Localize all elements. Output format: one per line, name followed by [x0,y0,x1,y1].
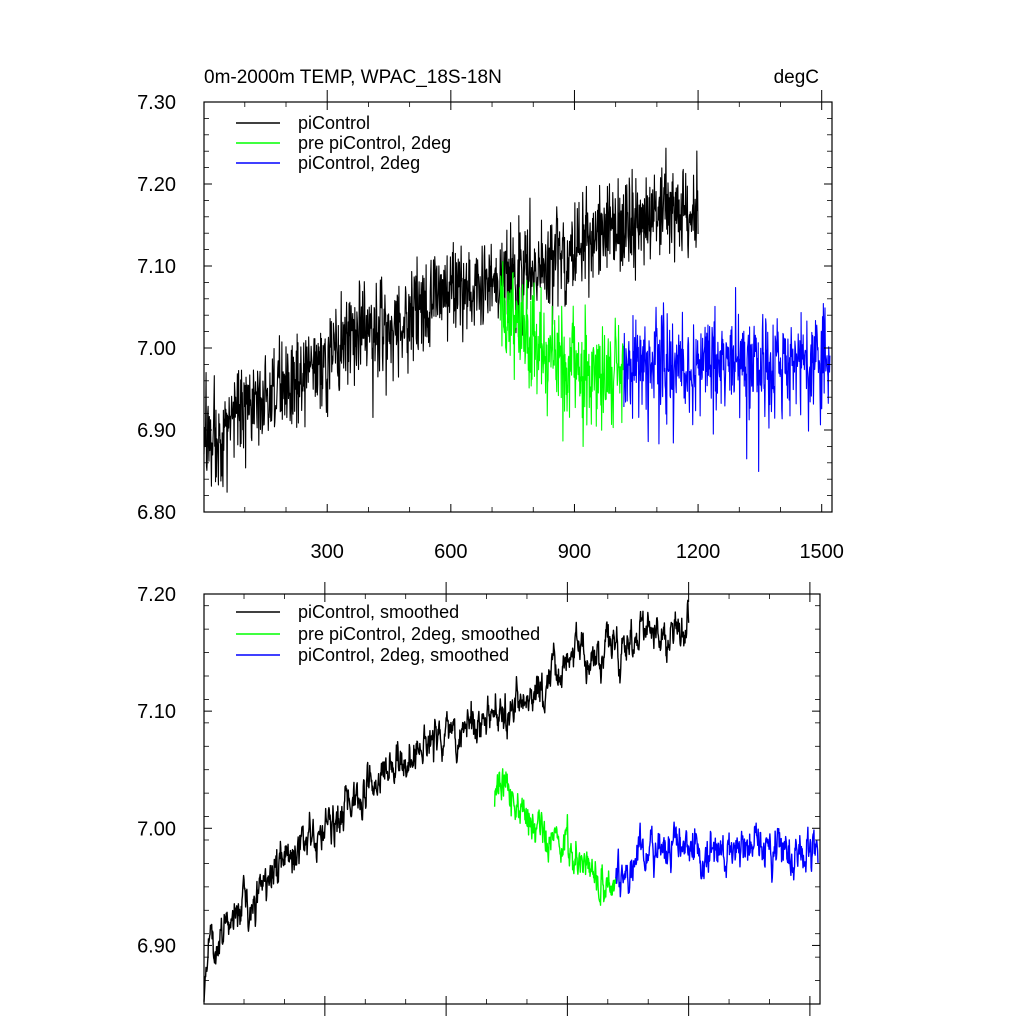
y-tick-label: 7.00 [137,338,176,360]
legend-label-picontrol-smoothed: piControl, smoothed [298,602,459,622]
x-tick-label: 1500 [799,541,844,563]
top-axis-layer: 6.80 6.90 7.00 7.10 7.20 7.30 300 600 900 1200 150… [137,90,844,563]
bottom-legend: piControl, smoothed pre piControl, 2deg,… [236,602,540,665]
top-legend: piControl pre piControl, 2deg piControl,… [236,113,451,173]
y-tick-label: 7.30 [137,92,176,114]
top-chart-title: 0m-2000m TEMP, WPAC_18S-18N [204,67,502,88]
y-tick-label: 6.90 [137,420,176,442]
series-line-picontrol-2deg [623,287,831,473]
x-tick-label: 300 [311,541,344,563]
bottom-series-layer [203,599,819,1002]
bottom-panel: 6.90 7.00 7.10 7.20 piControl, smoothed pre… [137,582,821,1016]
legend-label-picontrol: piControl [298,113,370,133]
y-tick-label: 7.00 [137,818,176,840]
plot-frame [203,101,833,513]
legend-label-pre-picontrol-2deg: pre piControl, 2deg [298,133,451,153]
x-tick-label: 1200 [676,541,721,563]
top-panel: 0m-2000m TEMP, WPAC_18S-18N degC 6.80 6.9… [137,67,844,563]
x-tick-label: 900 [558,541,591,563]
legend-label-picontrol-2deg: piControl, 2deg [298,153,420,173]
y-tick-label: 7.20 [137,174,176,196]
y-tick-label: 6.90 [137,935,176,957]
y-tick-label: 7.10 [137,701,176,723]
legend-label-pre-picontrol-2deg-smoothed: pre piControl, 2deg, smoothed [298,624,540,644]
series-line-picontrol-2deg-smoothed [615,821,819,898]
x-tick-label: 600 [434,541,467,563]
series-line-picontrol [203,147,699,493]
top-chart-units: degC [774,67,819,88]
y-tick-label: 7.20 [137,584,176,606]
series-line-picontrol-smoothed [203,599,690,1002]
top-series-layer [203,147,831,493]
bottom-axis-layer: 6.90 7.00 7.10 7.20 [137,582,821,1016]
legend-label-picontrol-2deg-smoothed: piControl, 2deg, smoothed [298,645,509,665]
series-line-pre-picontrol-2deg-smoothed [493,768,617,906]
y-tick-label: 6.80 [137,502,176,524]
series-line-pre-picontrol-2deg [499,261,625,448]
y-tick-label: 7.10 [137,256,176,278]
plot-frame [203,593,821,1005]
